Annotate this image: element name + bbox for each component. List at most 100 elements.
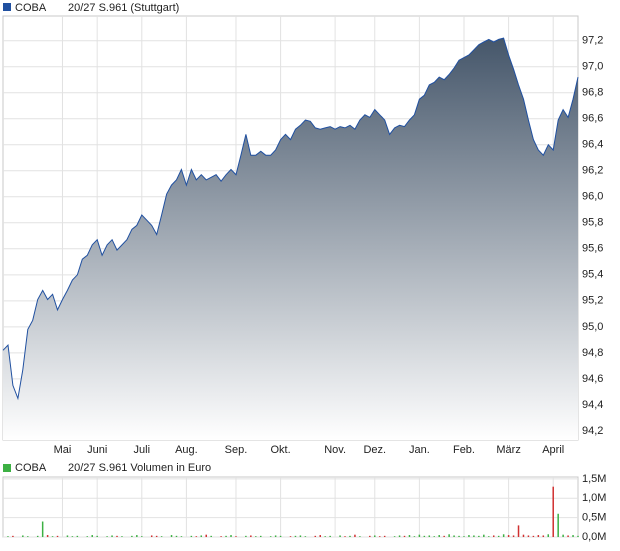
bar: [329, 535, 331, 537]
bar: [22, 535, 24, 537]
legend-symbol: COBA: [15, 2, 47, 14]
bar: [71, 536, 74, 537]
bar: [428, 535, 431, 537]
bar: [255, 536, 257, 537]
bar: [141, 536, 143, 537]
bar: [205, 534, 207, 537]
bar: [438, 535, 440, 537]
bar: [433, 536, 435, 537]
y-tick-label: 96,0: [582, 191, 603, 203]
y-tick-label: 96,8: [582, 87, 603, 99]
bar: [245, 535, 247, 537]
bar: [324, 536, 326, 537]
bar: [51, 536, 54, 537]
bar: [314, 535, 317, 537]
bar: [448, 534, 450, 537]
bar: [413, 536, 416, 537]
y-tick-label: 95,4: [582, 269, 603, 281]
y-tick-label: 95,2: [582, 295, 603, 307]
bar: [488, 536, 490, 537]
bar: [260, 535, 262, 537]
bar: [354, 534, 356, 537]
bar: [458, 535, 460, 537]
x-tick-label: Mai: [54, 444, 72, 456]
bar: [577, 535, 579, 537]
bar: [131, 535, 133, 537]
y-tick-label: 95,8: [582, 217, 603, 229]
y-tick-label: 0,0M: [582, 531, 606, 543]
bar: [512, 535, 515, 537]
bar: [106, 536, 108, 537]
bar: [111, 535, 113, 537]
bar: [121, 536, 123, 537]
bar: [155, 535, 158, 537]
bar: [393, 536, 396, 537]
bar: [562, 534, 564, 537]
x-tick-label: Juni: [87, 444, 107, 456]
bar: [160, 536, 163, 537]
x-tick-label: April: [542, 444, 564, 456]
x-tick-label: Jan.: [409, 444, 430, 456]
y-tick-label: 94,6: [582, 373, 603, 385]
bar: [180, 536, 183, 537]
bar: [443, 535, 445, 537]
bar: [56, 535, 59, 537]
y-tick-label: 96,4: [582, 139, 603, 151]
legend-swatch: [3, 3, 11, 11]
x-tick-label: Nov.: [324, 444, 346, 456]
y-tick-label: 1,0M: [582, 492, 606, 504]
bar: [250, 535, 252, 537]
bar: [492, 535, 495, 537]
y-tick-label: 96,6: [582, 113, 603, 125]
y-tick-label: 94,2: [582, 425, 603, 437]
bar: [220, 536, 222, 537]
bar: [12, 535, 14, 537]
bar: [473, 535, 475, 537]
bar: [537, 535, 540, 537]
bar: [46, 535, 49, 537]
bar: [319, 535, 321, 537]
x-tick-label: Sep.: [225, 444, 248, 456]
bar: [527, 535, 530, 537]
bar: [369, 535, 371, 537]
bar: [225, 535, 227, 537]
y-tick-label: 0,5M: [582, 512, 606, 524]
y-tick-label: 95,6: [582, 243, 603, 255]
bar: [542, 535, 545, 537]
legend-label: 20/27 S.961 (Stuttgart): [68, 2, 179, 14]
y-tick-label: 94,4: [582, 399, 603, 411]
bar: [572, 535, 574, 537]
bar: [403, 535, 406, 537]
bar: [210, 535, 212, 537]
bar: [170, 535, 173, 537]
x-tick-label: Okt.: [271, 444, 291, 456]
bar: [294, 535, 297, 537]
bar: [383, 535, 386, 537]
bar: [36, 535, 39, 537]
x-tick-label: Feb.: [453, 444, 475, 456]
legend-swatch: [3, 464, 11, 472]
bar: [517, 525, 520, 537]
bar: [91, 535, 93, 537]
bar: [418, 534, 421, 537]
bar: [27, 536, 29, 537]
area: [3, 38, 578, 440]
bar: [289, 536, 292, 537]
bar: [557, 513, 559, 537]
bar: [96, 535, 98, 537]
bar: [175, 535, 178, 537]
bar: [76, 535, 79, 537]
bar: [279, 535, 282, 537]
bar: [374, 535, 376, 537]
bar: [408, 535, 411, 537]
bar: [136, 535, 138, 537]
bar: [507, 535, 510, 537]
bar: [398, 535, 401, 537]
bar: [349, 535, 351, 537]
bar: [378, 536, 381, 537]
bar: [483, 534, 485, 537]
bar: [423, 535, 426, 537]
bar: [269, 536, 272, 537]
